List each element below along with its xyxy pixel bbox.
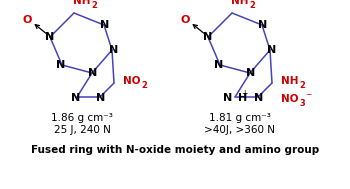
Text: N: N (96, 93, 106, 103)
Text: N: N (223, 93, 232, 103)
Text: NH: NH (231, 0, 249, 6)
Text: 2: 2 (141, 81, 147, 90)
Text: N: N (88, 68, 98, 78)
Text: 1.86 g cm⁻³: 1.86 g cm⁻³ (51, 113, 113, 123)
Text: >40J, >360 N: >40J, >360 N (204, 125, 275, 135)
Text: N: N (56, 60, 66, 70)
Text: O: O (22, 15, 32, 25)
Text: NO: NO (123, 76, 141, 86)
Text: N: N (258, 20, 268, 30)
Text: 1.81 g cm⁻³: 1.81 g cm⁻³ (209, 113, 271, 123)
Text: N: N (109, 45, 119, 55)
Text: N: N (267, 45, 276, 55)
Text: N: N (246, 68, 256, 78)
Text: N: N (71, 93, 80, 103)
Text: NH: NH (281, 76, 299, 86)
Text: 2: 2 (299, 81, 305, 90)
Text: N: N (46, 32, 55, 42)
Text: NO: NO (281, 94, 299, 104)
Text: N: N (100, 20, 110, 30)
Text: Fused ring with N-oxide moiety and amino group: Fused ring with N-oxide moiety and amino… (31, 145, 319, 155)
Text: 2: 2 (91, 1, 97, 9)
Text: H: H (238, 93, 247, 103)
Text: −: − (305, 91, 311, 99)
Text: 25 J, 240 N: 25 J, 240 N (54, 125, 111, 135)
Text: N: N (203, 32, 213, 42)
Text: O: O (180, 15, 190, 25)
Text: 2: 2 (249, 1, 255, 9)
Text: N: N (254, 93, 264, 103)
Text: +: + (241, 88, 247, 98)
Text: 3: 3 (299, 98, 305, 108)
Text: NH: NH (73, 0, 91, 6)
Text: N: N (214, 60, 224, 70)
